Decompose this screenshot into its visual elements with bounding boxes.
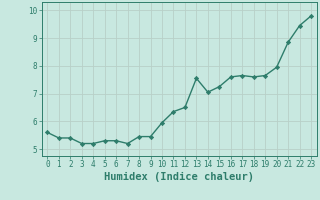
X-axis label: Humidex (Indice chaleur): Humidex (Indice chaleur) — [104, 172, 254, 182]
